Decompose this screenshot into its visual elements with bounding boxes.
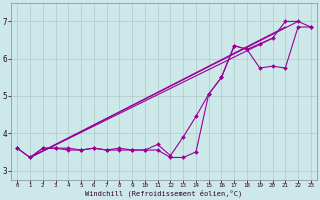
X-axis label: Windchill (Refroidissement éolien,°C): Windchill (Refroidissement éolien,°C)	[85, 190, 243, 197]
